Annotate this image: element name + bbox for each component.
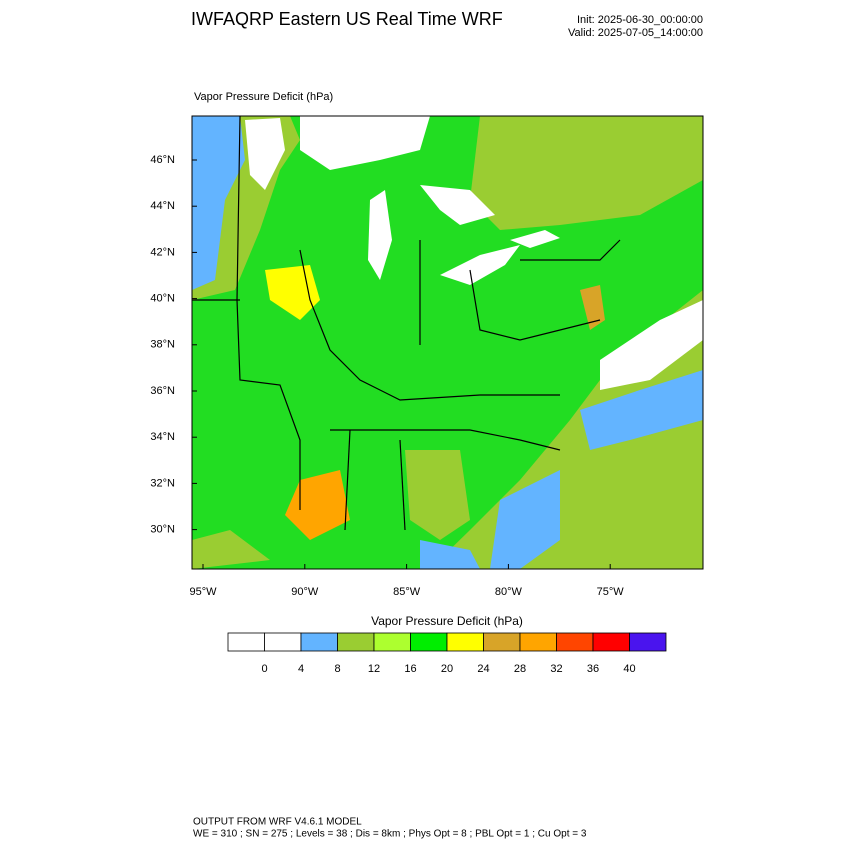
canada-region — [470, 116, 703, 230]
colorbar-label: 8 — [334, 663, 340, 675]
colorbar-box — [629, 632, 667, 652]
lake-superior — [300, 116, 430, 170]
colorbar-box — [483, 632, 521, 652]
lat-label: 30°N — [150, 524, 175, 536]
lon-label: 75°W — [597, 586, 625, 598]
footer-line: OUTPUT FROM WRF V4.6.1 MODEL — [193, 817, 362, 828]
lake-huron — [420, 185, 495, 225]
lat-label: 46°N — [150, 154, 175, 166]
colorbar-box — [227, 632, 265, 652]
init-time: Init: 2025-06-30_00:00:00 — [577, 14, 703, 26]
footer-line: WE = 310 ; SN = 275 ; Levels = 38 ; Dis … — [193, 829, 587, 840]
lat-label: 38°N — [150, 339, 175, 351]
lat-label: 36°N — [150, 385, 175, 397]
lon-label: 80°W — [495, 586, 523, 598]
gulf-humid — [420, 540, 480, 569]
colorbar-label: 40 — [623, 663, 635, 675]
ocean-low — [600, 300, 703, 390]
lon-label: 95°W — [189, 586, 217, 598]
lon-label: 85°W — [393, 586, 421, 598]
lake-ontario — [510, 230, 560, 248]
colorbar-label: 20 — [441, 663, 453, 675]
borders — [192, 116, 621, 531]
humid-region — [192, 116, 245, 290]
colorbar-box — [337, 632, 375, 652]
colorbar-label: 32 — [550, 663, 562, 675]
colorbar-box — [373, 632, 411, 652]
lat-label: 32°N — [150, 477, 175, 489]
coast-region — [192, 530, 270, 569]
colorbar: 0 4 8 12 16 20 24 28 32 36 40 — [227, 632, 667, 675]
map — [191, 115, 704, 570]
colorbar-box — [519, 632, 557, 652]
valid-time: Valid: 2025-07-05_14:00:00 — [568, 27, 703, 39]
axis-labels: 46°N 44°N 42°N 40°N 38°N 36°N 34°N 32°N 30°N 95°W… — [150, 154, 624, 598]
lake-michigan — [368, 190, 392, 280]
colorbar-label: 24 — [477, 663, 489, 675]
colorbar-label: 16 — [404, 663, 416, 675]
low-region — [245, 118, 285, 190]
hot-patch — [285, 470, 350, 540]
ocean-humid — [490, 470, 560, 569]
colorbar-box — [556, 632, 594, 652]
map-subtitle: Vapor Pressure Deficit (hPa) — [194, 91, 333, 103]
colorbar-title: Vapor Pressure Deficit (hPa) — [371, 614, 523, 628]
lat-label: 40°N — [150, 293, 175, 305]
colorbar-label: 12 — [368, 663, 380, 675]
lake-erie — [440, 245, 520, 285]
hot-patch — [580, 285, 605, 330]
lon-label: 90°W — [291, 586, 319, 598]
ocean-humid — [580, 370, 703, 450]
lat-label: 42°N — [150, 246, 175, 258]
title: IWFAQRP Eastern US Real Time WRF — [191, 9, 503, 29]
lat-label: 44°N — [150, 200, 175, 212]
colorbar-label: 28 — [514, 663, 526, 675]
dry-patch — [405, 450, 470, 540]
colorbar-box — [592, 632, 630, 652]
colorbar-box — [410, 632, 448, 652]
colorbar-box — [446, 632, 484, 652]
colorbar-box — [264, 632, 302, 652]
colorbar-box — [300, 632, 338, 652]
colorbar-label: 36 — [587, 663, 599, 675]
map-frame — [191, 115, 704, 570]
colorbar-label: 0 — [261, 663, 267, 675]
colorbar-label: 4 — [298, 663, 304, 675]
lat-label: 34°N — [150, 431, 175, 443]
